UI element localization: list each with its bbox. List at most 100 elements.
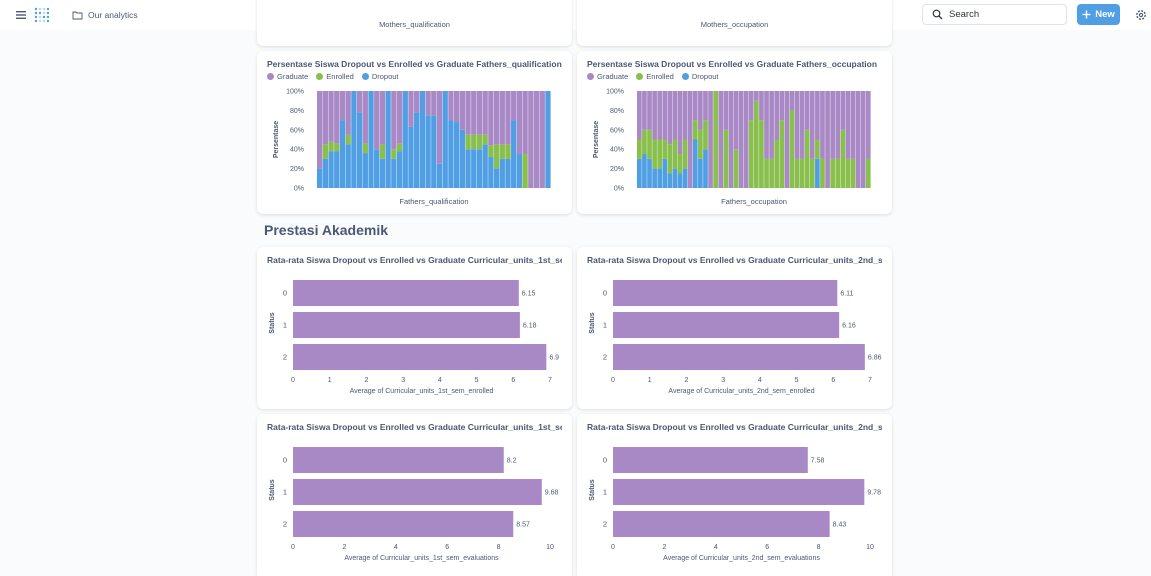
data-label: 9.68	[545, 490, 559, 497]
bar-segment-enrolled	[764, 158, 769, 188]
legend-item-graduate[interactable]: Graduate	[587, 72, 628, 81]
x-axis-label: Average of Curricular_units_1st_sem_eval…	[344, 555, 499, 562]
legend-label: Graduate	[277, 72, 309, 81]
bar-segment-graduate	[815, 91, 820, 140]
bar-segment-dropout	[667, 173, 673, 188]
card-title[interactable]: Persentase Siswa Dropout vs Enrolled vs …	[587, 59, 878, 69]
legend-dot	[587, 73, 594, 80]
gear-icon[interactable]	[1135, 9, 1147, 21]
bar-segment-graduate	[516, 91, 523, 155]
bar-segment-dropout	[482, 144, 488, 188]
bar-segment-graduate	[453, 91, 460, 123]
legend-label: Graduate	[597, 72, 629, 81]
bar	[613, 344, 865, 370]
bar	[293, 344, 547, 370]
bar-segment-enrolled	[759, 120, 764, 188]
bar-segment-graduate	[794, 91, 800, 159]
bar-segment-dropout	[322, 158, 329, 188]
x-tick-label: 0	[611, 377, 615, 384]
bar-segment-dropout	[339, 120, 346, 188]
card-title[interactable]: Rata-rata Siswa Dropout vs Enrolled vs G…	[587, 422, 882, 432]
search-input[interactable]	[949, 9, 1049, 20]
y-tick-label: 0	[283, 456, 287, 465]
bar-segment-dropout	[448, 120, 454, 188]
bar-segment-enrolled	[465, 134, 471, 150]
x-tick-label: 1	[648, 377, 652, 384]
bar-segment-dropout	[408, 126, 414, 188]
bar-segment-graduate	[322, 91, 329, 145]
bar-segment-graduate	[511, 91, 517, 121]
bar-segment-dropout	[499, 158, 505, 188]
legend-item-dropout[interactable]: Dropout	[361, 72, 399, 81]
legend-item-enrolled[interactable]: Enrolled	[636, 72, 674, 81]
bar-segment-enrolled	[815, 139, 820, 159]
y-tick-label: 80%	[290, 108, 304, 115]
metabase-logo-icon[interactable]	[34, 7, 52, 23]
bar-segment-graduate	[533, 91, 540, 188]
legend-item-enrolled[interactable]: Enrolled	[316, 72, 354, 81]
x-axis-label: Average of Curricular_units_2nd_sem_eval…	[663, 555, 820, 562]
y-tick-label: 0%	[294, 186, 304, 193]
bar-segment-graduate	[356, 91, 363, 113]
bar-segment-enrolled	[723, 129, 729, 188]
data-label: 6.9	[549, 355, 559, 362]
y-tick-label: 0	[283, 289, 287, 298]
hamburger-menu-icon[interactable]	[14, 8, 28, 22]
y-tick-label: 0	[603, 456, 607, 465]
y-tick-label: 1	[603, 488, 607, 497]
legend-dot	[636, 73, 644, 80]
legend-label: Dropout	[371, 72, 399, 81]
bar-segment-graduate	[698, 91, 703, 130]
bar-segment-enrolled	[835, 158, 841, 188]
bar-segment-dropout	[516, 154, 523, 188]
y-axis-label: Persentase	[593, 121, 600, 158]
bar-segment-enrolled	[820, 158, 825, 188]
bar-segment-graduate	[825, 91, 830, 188]
bar-segment-dropout	[662, 158, 668, 188]
horizontal-bar-chart: Status 0 8.2 1 9.68 2 8.57 0 2 4 6 8 10 Average of Cu…	[269, 447, 559, 562]
bar-segment-dropout	[328, 151, 334, 188]
bar-segment-dropout	[657, 168, 663, 188]
bar-segment-graduate	[339, 91, 346, 121]
bar-segment-enrolled	[334, 143, 340, 152]
bar-segment-graduate	[759, 91, 764, 121]
bar-segment-enrolled	[652, 139, 657, 169]
card-title[interactable]: Rata-rata Siswa Dropout vs Enrolled vs G…	[267, 422, 562, 432]
new-button[interactable]: New	[1077, 4, 1120, 25]
bar-segment-enrolled	[769, 158, 774, 188]
legend-item-dropout[interactable]: Dropout	[681, 72, 719, 81]
card-title[interactable]: Rata-rata Siswa Dropout vs Enrolled vs G…	[267, 255, 562, 265]
bar-segment-graduate	[652, 91, 657, 140]
bar-segment-graduate	[657, 91, 663, 140]
bar-segment-dropout	[698, 158, 703, 188]
bar-segment-graduate	[672, 91, 678, 140]
bar-segment-graduate	[677, 91, 683, 155]
x-tick-label: 3	[401, 377, 405, 384]
card-title[interactable]: Rata-rata Siswa Dropout vs Enrolled vs G…	[587, 255, 882, 265]
bar-segment-graduate	[743, 91, 749, 188]
search-box[interactable]	[922, 4, 1067, 25]
y-tick-label: 100%	[606, 89, 624, 96]
x-axis-label: Fathers_occupation	[721, 197, 787, 206]
bar-segment-enrolled	[830, 158, 835, 188]
bar-segment-graduate	[396, 91, 403, 144]
bar-segment-enrolled	[637, 139, 642, 159]
bar-segment-graduate	[667, 91, 673, 145]
collection-breadcrumb[interactable]: Our analytics	[72, 8, 138, 22]
x-tick-label: 5	[475, 377, 479, 384]
x-tick-label: 6	[765, 544, 769, 551]
bar	[613, 447, 808, 473]
bar-segment-enrolled	[672, 139, 678, 169]
bar-segment-dropout	[317, 168, 323, 188]
y-tick-label: 2	[283, 353, 287, 362]
legend-item-graduate[interactable]: Graduate	[267, 72, 308, 81]
bar-segment-enrolled	[493, 144, 500, 169]
bar-segment-graduate	[774, 91, 780, 140]
x-axis-label: Average of Curricular_units_2nd_sem_enro…	[668, 388, 814, 395]
bar-segment-enrolled	[322, 144, 329, 159]
bar	[613, 280, 838, 306]
bar-segment-graduate	[865, 91, 871, 159]
bar-segment-graduate	[769, 91, 774, 159]
card-title[interactable]: Persentase Siswa Dropout vs Enrolled vs …	[267, 59, 562, 69]
legend-label: Enrolled	[326, 72, 354, 81]
